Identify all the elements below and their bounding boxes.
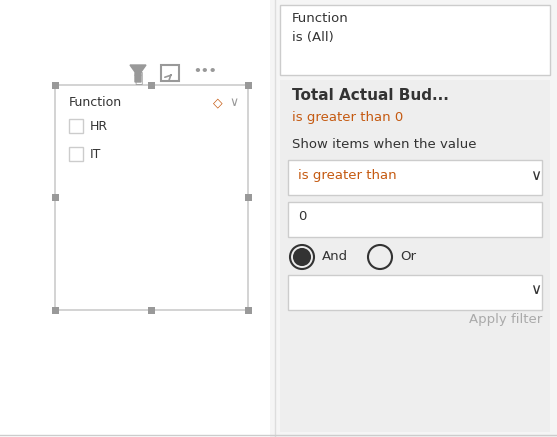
FancyBboxPatch shape [148, 82, 155, 89]
Text: IT: IT [90, 149, 101, 162]
Polygon shape [130, 65, 146, 82]
Text: ∨: ∨ [530, 167, 541, 183]
FancyBboxPatch shape [69, 119, 83, 133]
Text: ∨: ∨ [229, 97, 238, 110]
FancyBboxPatch shape [288, 202, 542, 237]
Text: Show items when the value: Show items when the value [292, 139, 476, 152]
Text: ∨: ∨ [530, 282, 541, 298]
Text: is greater than 0: is greater than 0 [292, 111, 403, 125]
Text: ⛉: ⛉ [134, 71, 142, 85]
Circle shape [294, 249, 310, 265]
Text: Function: Function [292, 11, 349, 24]
Text: Total Actual Bud...: Total Actual Bud... [292, 89, 449, 104]
Text: is greater than: is greater than [298, 169, 397, 181]
FancyBboxPatch shape [245, 82, 252, 89]
FancyBboxPatch shape [288, 275, 542, 310]
FancyBboxPatch shape [245, 307, 252, 314]
FancyBboxPatch shape [280, 80, 550, 432]
Text: Or: Or [400, 250, 416, 264]
FancyBboxPatch shape [148, 307, 155, 314]
Text: 0: 0 [298, 211, 306, 223]
FancyBboxPatch shape [69, 147, 83, 161]
Text: ◇: ◇ [213, 97, 223, 110]
FancyBboxPatch shape [245, 194, 252, 201]
FancyBboxPatch shape [280, 5, 550, 75]
Text: And: And [322, 250, 348, 264]
FancyBboxPatch shape [52, 307, 59, 314]
Text: Function: Function [69, 97, 122, 110]
Text: is (All): is (All) [292, 31, 334, 45]
Text: •••: ••• [193, 66, 217, 79]
FancyBboxPatch shape [52, 194, 59, 201]
Text: Apply filter: Apply filter [469, 313, 542, 326]
FancyBboxPatch shape [52, 82, 59, 89]
FancyBboxPatch shape [0, 0, 270, 437]
Text: HR: HR [90, 121, 108, 133]
FancyBboxPatch shape [55, 85, 248, 310]
FancyBboxPatch shape [288, 160, 542, 195]
